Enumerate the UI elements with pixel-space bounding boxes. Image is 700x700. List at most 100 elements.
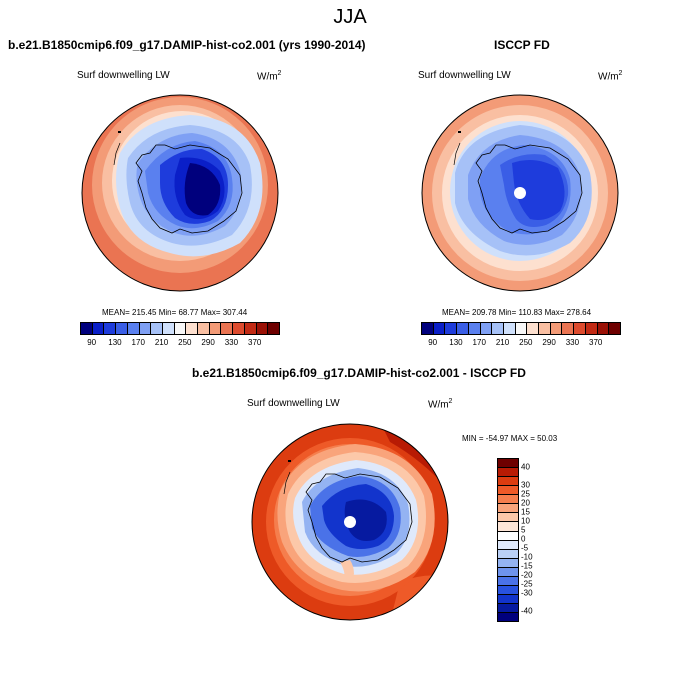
model-colorbar-tick-label: 330 (224, 338, 239, 347)
model-colorbar-swatch (139, 323, 152, 334)
diff-colorbar-swatch (498, 558, 518, 568)
obs-colorbar-swatch (468, 323, 481, 334)
model-polar-map (81, 94, 279, 292)
obs-colorbar-swatch (445, 323, 458, 334)
diff-colorbar-labels: 40 30 25 20 15 10 5 0 -5 -10 -15 -20 -25 -30 -40 (521, 458, 551, 620)
obs-colorbar-tick-label: 210 (495, 338, 510, 347)
model-colorbar-tick-label: 250 (178, 338, 192, 347)
obs-colorbar-swatch (597, 323, 610, 334)
diff-colorbar-tick-label: 5 (521, 525, 526, 535)
obs-colorbar-swatch (574, 323, 586, 334)
model-colorbar-swatch (221, 323, 234, 334)
obs-colorbar-tick-label: 250 (519, 338, 533, 347)
model-units-label: W/m2 (257, 70, 282, 83)
model-variable-label: Surf downwelling LW (77, 70, 170, 81)
diff-colorbar-swatch (498, 585, 518, 595)
model-colorbar-swatch (233, 323, 245, 334)
obs-colorbar-swatch (433, 323, 446, 334)
model-colorbar-swatch (186, 323, 199, 334)
model-colorbar-swatch (151, 323, 163, 334)
diff-colorbar-swatch (498, 495, 518, 505)
obs-colorbar-tick-label: 290 (542, 338, 556, 347)
diff-colorbar-swatch (498, 468, 518, 478)
diff-units-label: W/m2 (428, 398, 453, 411)
model-colorbar-swatch (162, 323, 175, 334)
obs-colorbar-swatch (550, 323, 563, 334)
obs-colorbar-swatch (422, 323, 434, 334)
diff-colorbar-swatch (498, 594, 518, 604)
model-colorbar-swatch (116, 323, 128, 334)
diff-colorbar-swatch (498, 576, 518, 586)
model-colorbar-tick-label: 90 (87, 338, 97, 347)
model-colorbar-swatch (174, 323, 187, 334)
obs-colorbar-tick-label: 170 (472, 338, 486, 347)
diff-colorbar-tick-label: 20 (521, 498, 530, 508)
diff-variable-label: Surf downwelling LW (247, 398, 340, 409)
obs-panel-title: ISCCP FD (494, 38, 550, 52)
model-colorbar-swatch (244, 323, 257, 334)
obs-colorbar-swatch (585, 323, 598, 334)
diff-colorbar-tick-label: 15 (521, 507, 530, 517)
model-colorbar-swatch (209, 323, 222, 334)
model-colorbar-swatch (198, 323, 210, 334)
model-colorbar-swatch (127, 323, 140, 334)
model-panel-title: b.e21.B1850cmip6.f09_g17.DAMIP-hist-co2.… (8, 38, 366, 52)
obs-colorbar-tick-label: 370 (589, 338, 603, 347)
diff-polar-map (251, 423, 449, 621)
diff-panel-title: b.e21.B1850cmip6.f09_g17.DAMIP-hist-co2.… (192, 366, 526, 380)
obs-colorbar-swatch (457, 323, 469, 334)
diff-colorbar-tick-label: 30 (521, 480, 530, 490)
obs-colorbar-tick-label: 330 (565, 338, 580, 347)
diff-colorbar-swatch (498, 613, 518, 622)
model-colorbar-swatch (268, 323, 279, 334)
obs-colorbar-swatch (515, 323, 528, 334)
diff-colorbar-swatch (498, 477, 518, 487)
diff-colorbar-tick-label: -15 (521, 561, 533, 571)
obs-colorbar-swatch (527, 323, 540, 334)
diff-colorbar-tick-label: -40 (521, 606, 533, 616)
model-colorbar-tick-label: 170 (131, 338, 145, 347)
obs-colorbar-swatch (503, 323, 516, 334)
model-colorbar-swatch (104, 323, 117, 334)
diff-colorbar-swatch (498, 567, 518, 577)
diff-colorbar-tick-label: -5 (521, 543, 529, 553)
diff-colorbar-swatch (498, 486, 518, 496)
model-colorbar-tick-label: 370 (248, 338, 262, 347)
season-title: JJA (333, 6, 367, 28)
model-colorbar-swatch (256, 323, 269, 334)
obs-colorbar-swatch (539, 323, 551, 334)
obs-colorbar-tick-label: 130 (449, 338, 463, 347)
diff-colorbar-swatch (498, 531, 518, 541)
obs-colorbar (421, 322, 621, 335)
diff-colorbar (497, 458, 519, 622)
obs-colorbar-labels: 90 130 170 210 250 290 330 370 (421, 338, 619, 348)
obs-colorbar-swatch (562, 323, 575, 334)
model-stats: MEAN= 215.45 Min= 68.77 Max= 307.44 (102, 308, 248, 317)
diff-colorbar-tick-label: 0 (521, 534, 526, 544)
obs-stats: MEAN= 209.78 Min= 110.83 Max= 278.64 (442, 308, 592, 317)
obs-polar-map (421, 94, 619, 292)
obs-colorbar-swatch (609, 323, 620, 334)
diff-colorbar-swatch (498, 504, 518, 514)
model-colorbar-tick-label: 290 (201, 338, 215, 347)
diff-colorbar-swatch (498, 549, 518, 559)
diff-colorbar-swatch (498, 459, 518, 469)
diff-colorbar-swatch (498, 513, 518, 523)
model-colorbar-swatch (81, 323, 93, 334)
diff-colorbar-tick-label: 10 (521, 516, 530, 526)
model-colorbar (80, 322, 280, 335)
model-colorbar-tick-label: 210 (154, 338, 169, 347)
obs-colorbar-swatch (480, 323, 493, 334)
diff-colorbar-tick-label: -10 (521, 552, 533, 562)
obs-colorbar-tick-label: 90 (428, 338, 438, 347)
model-colorbar-tick-label: 130 (108, 338, 122, 347)
model-colorbar-labels: 90 130 170 210 250 290 330 370 (80, 338, 278, 348)
diff-colorbar-tick-label: 25 (521, 489, 530, 499)
diff-colorbar-tick-label: -25 (521, 579, 533, 589)
diff-colorbar-tick-label: -20 (521, 570, 533, 580)
diff-colorbar-tick-label: -30 (521, 588, 533, 598)
diff-stats: MIN = -54.97 MAX = 50.03 (462, 434, 558, 443)
diff-colorbar-tick-label: 40 (521, 462, 530, 472)
model-colorbar-swatch (92, 323, 105, 334)
obs-colorbar-swatch (492, 323, 504, 334)
